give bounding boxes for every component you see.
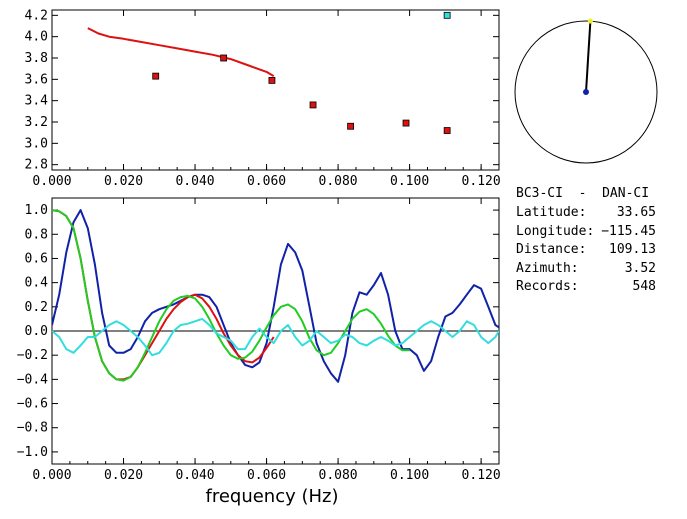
y-tick-label: −0.6 — [17, 397, 48, 412]
series-line — [87, 27, 275, 77]
azimuth-circle — [514, 20, 658, 164]
x-tick-label: 0.060 — [247, 468, 286, 483]
x-tick-label: 0.020 — [104, 174, 143, 189]
y-tick-label: 3.0 — [25, 136, 48, 151]
x-tick-label: 0.040 — [175, 174, 214, 189]
longitude-value: −115.45 — [601, 224, 656, 239]
bottom-data — [52, 209, 499, 383]
data-point — [443, 11, 451, 19]
data-point — [347, 122, 354, 130]
y-tick-label: −0.2 — [17, 348, 48, 363]
y-tick-label: 3.6 — [25, 72, 48, 87]
latitude-label: Latitude: — [516, 205, 586, 220]
x-axis-title: frequency (Hz) — [205, 486, 338, 507]
y-tick-label: 0.4 — [25, 276, 49, 291]
data-point — [220, 54, 228, 62]
y-tick-label: 0.6 — [25, 251, 48, 266]
y-tick-label: 3.8 — [25, 51, 48, 66]
x-tick-label: 0.020 — [104, 468, 143, 483]
data-point — [402, 119, 410, 127]
x-tick-label: 0.040 — [175, 468, 214, 483]
x-tick-label: 0.100 — [390, 468, 429, 483]
y-tick-label: 4.2 — [25, 8, 48, 23]
series-line — [52, 209, 410, 382]
station-info: BC3-CI - DAN-CI Latitude: 33.65 Longitud… — [516, 186, 656, 294]
x-tick-label: 0.080 — [319, 468, 358, 483]
distance-label: Distance: — [516, 242, 586, 257]
y-tick-label: 3.2 — [25, 115, 48, 130]
top-chart: 0.000 0.020 0.040 0.060 0.080 0.100 0.120 2.8 3.… — [25, 8, 501, 189]
distance-value: 109.13 — [609, 242, 656, 257]
data-point — [443, 127, 451, 134]
top-axes: 0.000 0.020 0.040 0.060 0.080 0.100 0.120 2.8 3.… — [25, 8, 501, 189]
x-tick-label: 0.060 — [247, 174, 286, 189]
latitude-value: 33.65 — [617, 205, 656, 220]
records-label: Records: — [516, 279, 579, 294]
y-tick-label: 0.2 — [25, 300, 48, 315]
records-value: 548 — [633, 279, 656, 294]
y-tick-label: 2.8 — [25, 158, 48, 173]
azimuth-center-marker — [583, 89, 589, 95]
y-tick-label: 3.4 — [25, 94, 49, 109]
series-line — [52, 317, 499, 357]
series-line — [52, 209, 499, 383]
x-tick-label: 0.120 — [462, 174, 501, 189]
azimuth-label: Azimuth: — [516, 261, 579, 276]
x-tick-label: 0.000 — [32, 468, 71, 483]
station-pair-title: BC3-CI - DAN-CI — [516, 186, 649, 201]
y-tick-label: 0.0 — [25, 324, 48, 339]
x-tick-label: 0.000 — [32, 174, 71, 189]
y-tick-label: 4.0 — [25, 30, 48, 45]
data-point — [309, 101, 317, 109]
top-data — [87, 11, 451, 134]
bottom-axes: 0.000 0.020 0.040 0.060 0.080 0.100 0.120 1.0 0.… — [17, 198, 501, 483]
azimuth-tip-marker — [587, 18, 593, 24]
bottom-chart: 0.000 0.020 0.040 0.060 0.080 0.100 0.120 1.0 0.… — [17, 197, 501, 507]
y-tick-label: 1.0 — [25, 203, 48, 218]
y-tick-label: −0.8 — [17, 421, 48, 436]
top-plot-frame — [51, 9, 500, 171]
x-tick-label: 0.100 — [390, 174, 429, 189]
y-tick-label: −1.0 — [17, 445, 48, 460]
data-point — [268, 77, 276, 84]
y-tick-label: −0.4 — [17, 372, 48, 387]
longitude-label: Longitude: — [516, 224, 594, 239]
azimuth-line — [585, 21, 592, 93]
x-tick-label: 0.080 — [319, 174, 358, 189]
series-line — [52, 209, 275, 381]
data-point — [152, 72, 160, 80]
y-tick-label: 0.8 — [25, 227, 48, 242]
x-tick-label: 0.120 — [462, 468, 501, 483]
azimuth-value: 3.52 — [625, 261, 656, 276]
azimuth-diagram — [514, 18, 658, 164]
